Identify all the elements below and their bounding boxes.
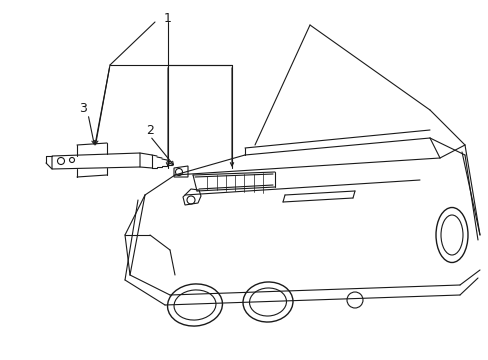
- Text: 1: 1: [164, 12, 172, 24]
- Text: 2: 2: [146, 123, 154, 136]
- Text: 3: 3: [79, 102, 87, 114]
